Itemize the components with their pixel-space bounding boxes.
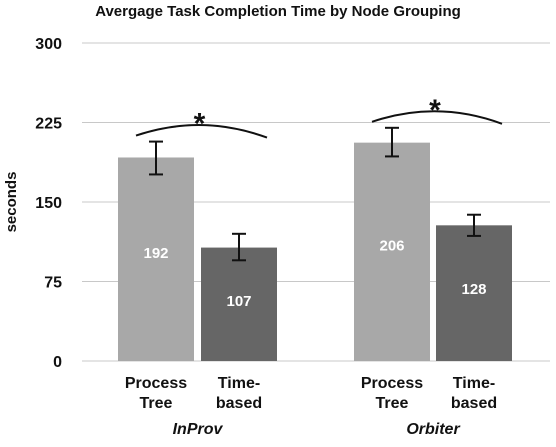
category-label: Tree bbox=[376, 395, 409, 412]
group-label: Orbiter bbox=[406, 421, 460, 438]
bar bbox=[118, 157, 194, 361]
data-label: 128 bbox=[461, 281, 486, 298]
significance-arc bbox=[135, 124, 268, 139]
category-label: Process bbox=[361, 375, 423, 392]
bar bbox=[354, 142, 430, 361]
y-tick-label: 75 bbox=[44, 275, 62, 292]
category-label: Tree bbox=[140, 395, 173, 412]
y-tick-label: 0 bbox=[53, 354, 62, 371]
category-label: Process bbox=[125, 375, 187, 392]
bar bbox=[436, 225, 512, 361]
y-tick-label: 225 bbox=[35, 116, 62, 133]
data-label: 206 bbox=[379, 237, 404, 254]
category-label: Time- bbox=[453, 375, 495, 392]
bars-layer bbox=[118, 126, 512, 361]
bar bbox=[201, 247, 277, 361]
labels-layer: 0 75 150 225 300 192 Process Tree 107 Time-based I… bbox=[35, 36, 503, 438]
data-label: 107 bbox=[226, 293, 251, 310]
significance-arc bbox=[371, 110, 503, 125]
significance-star: * bbox=[194, 108, 206, 141]
category-label: Time- bbox=[218, 375, 260, 392]
y-tick-label: 150 bbox=[35, 195, 62, 212]
category-label: based bbox=[216, 395, 262, 412]
chart-title: Avergage Task Completion Time by Node Gr… bbox=[95, 3, 461, 20]
significance-star: * bbox=[429, 94, 441, 127]
category-label: based bbox=[451, 395, 497, 412]
y-tick-label: 300 bbox=[35, 36, 62, 53]
group-label: InProv bbox=[173, 421, 224, 438]
y-axis-label: seconds bbox=[3, 172, 20, 233]
data-label: 192 bbox=[143, 245, 168, 262]
